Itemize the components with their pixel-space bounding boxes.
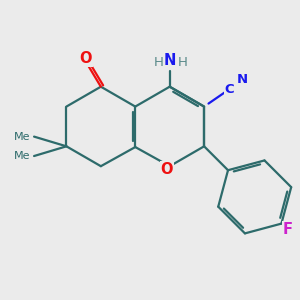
Text: O: O	[80, 52, 92, 67]
Text: H: H	[154, 56, 164, 69]
Text: F: F	[282, 222, 292, 237]
Text: C: C	[225, 82, 235, 95]
Text: N: N	[164, 53, 176, 68]
Text: Me: Me	[14, 151, 31, 161]
Text: O: O	[160, 162, 173, 177]
Text: N: N	[237, 74, 248, 86]
Text: H: H	[178, 56, 188, 69]
Text: Me: Me	[14, 132, 31, 142]
